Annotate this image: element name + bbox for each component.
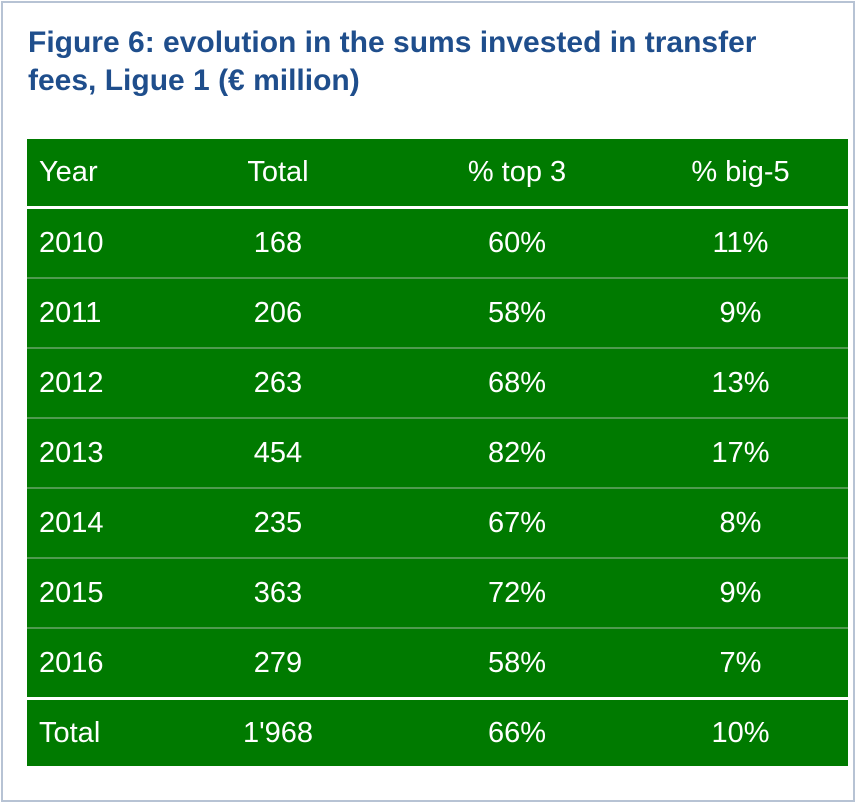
cell-total: 454	[155, 418, 401, 489]
cell-total: 363	[155, 558, 401, 629]
table-row: 2013 454 82% 17%	[27, 418, 848, 489]
table-row: 2012 263 68% 13%	[27, 348, 848, 419]
cell-big5: 7%	[633, 628, 848, 700]
cell-year: 2016	[27, 628, 155, 700]
cell-big5: 9%	[633, 278, 848, 349]
column-header-top3: % top 3	[401, 139, 633, 209]
cell-total: 168	[155, 207, 401, 279]
table-row: 2010 168 60% 11%	[27, 207, 848, 279]
cell-top3: 72%	[401, 558, 633, 629]
column-header-big5: % big-5	[633, 139, 848, 209]
cell-big5: 17%	[633, 418, 848, 489]
cell-year: 2014	[27, 488, 155, 559]
cell-year: 2011	[27, 278, 155, 349]
total-sum: 1'968	[155, 697, 401, 766]
total-label: Total	[27, 697, 155, 766]
cell-total: 263	[155, 348, 401, 419]
cell-big5: 13%	[633, 348, 848, 419]
table-row: 2014 235 67% 8%	[27, 488, 848, 559]
table-row: 2015 363 72% 9%	[27, 558, 848, 629]
column-header-total: Total	[155, 139, 401, 209]
cell-total: 279	[155, 628, 401, 700]
cell-total: 235	[155, 488, 401, 559]
cell-year: 2015	[27, 558, 155, 629]
total-top3: 66%	[401, 697, 633, 766]
cell-total: 206	[155, 278, 401, 349]
column-header-year: Year	[27, 139, 155, 209]
cell-top3: 68%	[401, 348, 633, 419]
cell-top3: 58%	[401, 628, 633, 700]
data-table: Year Total % top 3 % big-5 2010 168 60% …	[27, 139, 848, 766]
cell-top3: 82%	[401, 418, 633, 489]
cell-big5: 9%	[633, 558, 848, 629]
cell-year: 2013	[27, 418, 155, 489]
cell-year: 2012	[27, 348, 155, 419]
header-row: Year Total % top 3 % big-5	[27, 139, 848, 209]
cell-big5: 8%	[633, 488, 848, 559]
cell-top3: 67%	[401, 488, 633, 559]
cell-top3: 58%	[401, 278, 633, 349]
cell-big5: 11%	[633, 207, 848, 279]
table-row: 2016 279 58% 7%	[27, 628, 848, 700]
total-big5: 10%	[633, 697, 848, 766]
cell-year: 2010	[27, 207, 155, 279]
figure-title: Figure 6: evolution in the sums invested…	[28, 26, 757, 97]
table-row: 2011 206 58% 9%	[27, 278, 848, 349]
total-row: Total 1'968 66% 10%	[27, 697, 848, 766]
cell-top3: 60%	[401, 207, 633, 279]
